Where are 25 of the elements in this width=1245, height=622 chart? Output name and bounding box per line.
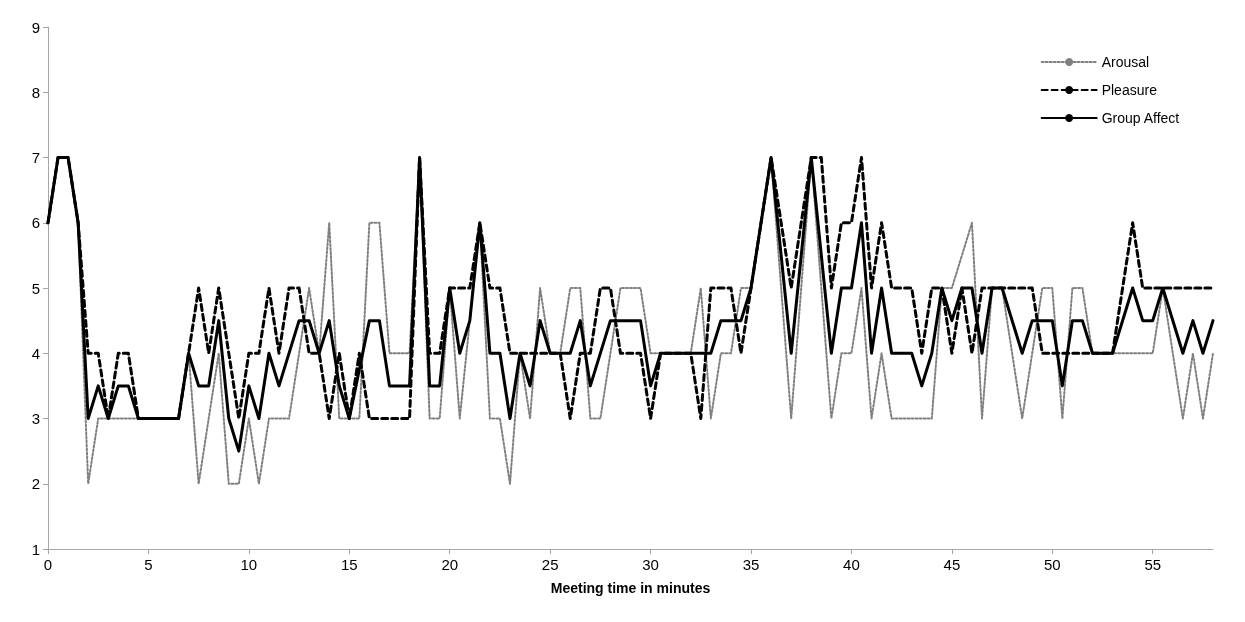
x-tick-label: 20	[441, 556, 459, 573]
legend-label: Pleasure	[1101, 82, 1158, 98]
y-tick-label: 2	[31, 475, 40, 493]
y-tick-label: 3	[31, 410, 40, 427]
y-tick-label: 9	[31, 18, 40, 36]
x-tick-label: 45	[943, 556, 961, 573]
x-tick-label: 25	[541, 556, 559, 573]
x-tick-label: 15	[340, 556, 358, 573]
x-tick-label: 55	[1144, 556, 1162, 573]
y-tick-label: 5	[31, 279, 40, 297]
x-tick-label: 10	[240, 556, 258, 573]
y-tick-label: 7	[31, 149, 40, 166]
x-axis-title: Meeting time in minutes	[550, 580, 711, 596]
y-tick-label: 1	[31, 540, 40, 558]
y-tick-label: 4	[31, 344, 40, 362]
legend-label: Group Affect	[1101, 110, 1180, 126]
x-tick-label: 0	[43, 556, 53, 573]
x-tick-label: 30	[642, 556, 659, 573]
y-tick-label: 6	[31, 214, 40, 232]
y-tick-label: 8	[31, 83, 40, 101]
x-tick-label: 35	[742, 556, 760, 573]
x-tick-label: 50	[1043, 556, 1061, 573]
x-tick-label: 5	[144, 556, 153, 573]
x-tick-label: 40	[843, 556, 860, 573]
legend-label: Arousal	[1101, 54, 1150, 70]
